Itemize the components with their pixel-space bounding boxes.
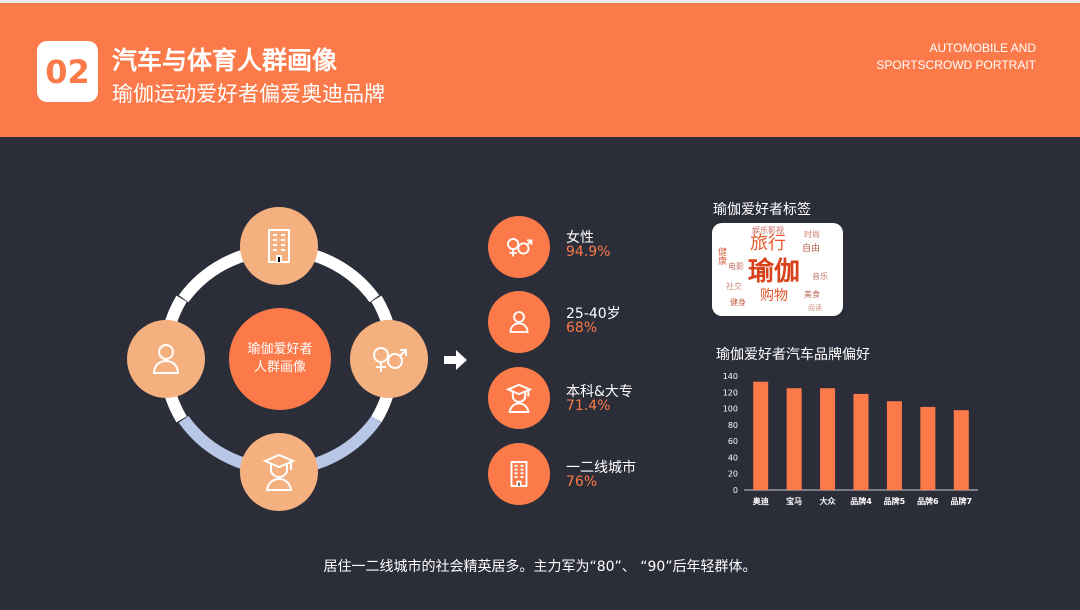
arrow-right-icon bbox=[444, 350, 467, 370]
x-tick-label: 奥迪 bbox=[752, 496, 769, 506]
y-tick-label: 0 bbox=[733, 486, 738, 495]
wordcloud-word: 美食 bbox=[804, 290, 820, 299]
stat-label-age: 25-40岁 bbox=[566, 306, 621, 322]
wordcloud-word: 健康 bbox=[716, 247, 726, 265]
wordcloud-image: 娱乐影视 健康 旅行 自由 时尚 瑜伽 电影 音乐 社交 购物 美食 健身 阅读 bbox=[712, 223, 843, 316]
stat-value-education: 71.4% bbox=[566, 398, 611, 414]
stat-label-female: 女性 bbox=[566, 230, 594, 246]
wordcloud-word: 购物 bbox=[760, 288, 788, 304]
graduate-icon bbox=[505, 383, 533, 413]
y-tick-label: 120 bbox=[723, 388, 738, 397]
stat-icon-gender bbox=[488, 216, 550, 278]
y-tick-label: 100 bbox=[723, 405, 738, 414]
english-title-line1: AUTOMOBILE AND bbox=[929, 41, 1036, 55]
stat-icon-city bbox=[488, 443, 550, 505]
header-banner: 02 汽车与体育人群画像 瑜伽运动爱好者偏爱奥迪品牌 AUTOMOBILE AN… bbox=[0, 0, 1080, 137]
center-node: 瑜伽爱好者 人群画像 bbox=[229, 308, 331, 410]
wordcloud-title: 瑜伽爱好者标签 bbox=[713, 202, 811, 218]
node-right bbox=[350, 320, 428, 398]
x-tick-label: 品牌6 bbox=[917, 496, 939, 506]
y-tick-label: 60 bbox=[728, 437, 738, 446]
building-icon bbox=[268, 229, 290, 263]
center-label-line1: 瑜伽爱好者 bbox=[247, 342, 313, 357]
bar bbox=[886, 401, 902, 490]
graduate-icon bbox=[262, 453, 296, 491]
bar bbox=[786, 388, 802, 490]
stat-value-city: 76% bbox=[566, 474, 598, 490]
y-tick-label: 20 bbox=[728, 470, 738, 479]
y-tick-label: 80 bbox=[728, 421, 738, 430]
wordcloud-word: 旅行 bbox=[750, 233, 786, 254]
english-title: AUTOMOBILE AND SPORTSCROWD PORTRAIT bbox=[876, 40, 1036, 74]
center-label-line2: 人群画像 bbox=[253, 360, 306, 375]
wordcloud-word: 社交 bbox=[726, 282, 742, 291]
node-left bbox=[127, 320, 205, 398]
wordcloud-word: 音乐 bbox=[812, 272, 828, 281]
wordcloud-word: 电影 bbox=[728, 262, 744, 271]
stat-icon-education bbox=[488, 367, 550, 429]
stat-icon-age bbox=[488, 291, 550, 353]
wordcloud-word: 自由 bbox=[802, 244, 821, 254]
footer-text: 居住一二线城市的社会精英居多。主力军为“80”、 “90”后年轻群体。 bbox=[323, 559, 757, 575]
bar bbox=[953, 410, 969, 490]
person-icon bbox=[509, 311, 529, 333]
stat-value-age: 68% bbox=[566, 320, 598, 336]
brand-bar-chart: 0 20 40 60 80 100 120 140 奥迪 宝马 大众 品牌4 品牌5 品牌6 品牌7 bbox=[723, 372, 978, 506]
page-subtitle: 瑜伽运动爱好者偏爱奥迪品牌 bbox=[112, 82, 385, 106]
section-number: 02 bbox=[37, 41, 98, 102]
building-icon bbox=[510, 461, 528, 487]
bar bbox=[753, 381, 769, 490]
node-top bbox=[240, 207, 318, 285]
x-tick-label: 宝马 bbox=[786, 496, 802, 506]
stat-label-city: 一二线城市 bbox=[566, 460, 636, 476]
wordcloud-word: 健身 bbox=[730, 298, 746, 307]
gender-icon bbox=[507, 238, 533, 257]
wordcloud-word: 娱乐影视 bbox=[752, 226, 784, 235]
x-tick-label: 品牌4 bbox=[850, 496, 872, 506]
ring-diagram bbox=[159, 244, 399, 476]
x-tick-label: 品牌7 bbox=[950, 496, 972, 506]
bar bbox=[920, 406, 936, 490]
x-tick-label: 品牌5 bbox=[884, 496, 906, 506]
stat-value-female: 94.9% bbox=[566, 244, 611, 260]
y-tick-label: 40 bbox=[728, 453, 738, 462]
gender-icon bbox=[373, 347, 407, 372]
chart-title: 瑜伽爱好者汽车品牌偏好 bbox=[716, 347, 870, 363]
english-title-line2: SPORTSCROWD PORTRAIT bbox=[876, 58, 1036, 72]
stat-label-education: 本科&大专 bbox=[566, 384, 633, 400]
y-tick-label: 140 bbox=[723, 372, 738, 381]
person-icon bbox=[152, 344, 180, 374]
wordcloud-word: 时尚 bbox=[804, 230, 820, 239]
wordcloud-word: 阅读 bbox=[808, 304, 822, 312]
page-title: 汽车与体育人群画像 bbox=[112, 46, 338, 75]
bar bbox=[820, 388, 836, 490]
wordcloud-word: 瑜伽 bbox=[748, 257, 801, 287]
bar bbox=[853, 393, 869, 490]
node-bottom bbox=[240, 433, 318, 511]
x-tick-label: 大众 bbox=[820, 496, 837, 506]
